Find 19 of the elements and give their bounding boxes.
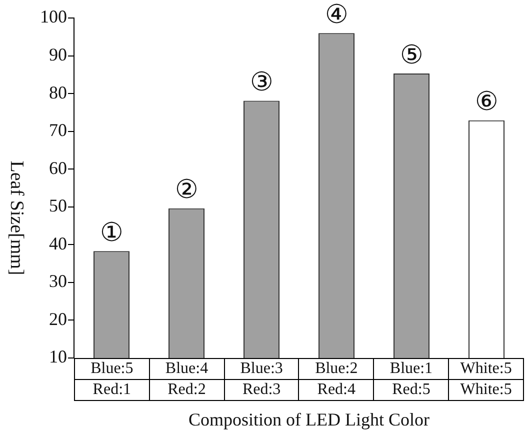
- category-table: Blue:5 Blue:4 Blue:3 Blue:2 Blue:1 White:5 Red:1 Red:2 Red:3 Red:4 Red:5 White:5: [74, 358, 524, 401]
- y-tick-label: 100: [40, 6, 67, 27]
- y-tick-label: 80: [49, 82, 67, 102]
- y-tick-label: 60: [49, 158, 67, 178]
- annotation: ⑤: [400, 40, 423, 70]
- y-tick-label: 20: [49, 308, 67, 329]
- y-tick-label: 30: [49, 271, 67, 292]
- annotation: ④: [325, 0, 348, 29]
- annotation: ③: [250, 68, 273, 97]
- y-tick-label: 70: [49, 120, 67, 140]
- annotation: ②: [175, 175, 198, 204]
- y-tick-label: 50: [49, 196, 67, 216]
- y-tick-label: 90: [49, 44, 67, 65]
- x-axis-title: Composition of LED Light Color: [188, 410, 430, 430]
- y-axis-title: Leaf Size[mm]: [6, 160, 28, 276]
- annotation: ⑥: [475, 87, 498, 116]
- annotation: ①: [100, 218, 123, 247]
- y-tick-label: 10: [49, 346, 67, 367]
- y-tick-label: 40: [49, 233, 67, 254]
